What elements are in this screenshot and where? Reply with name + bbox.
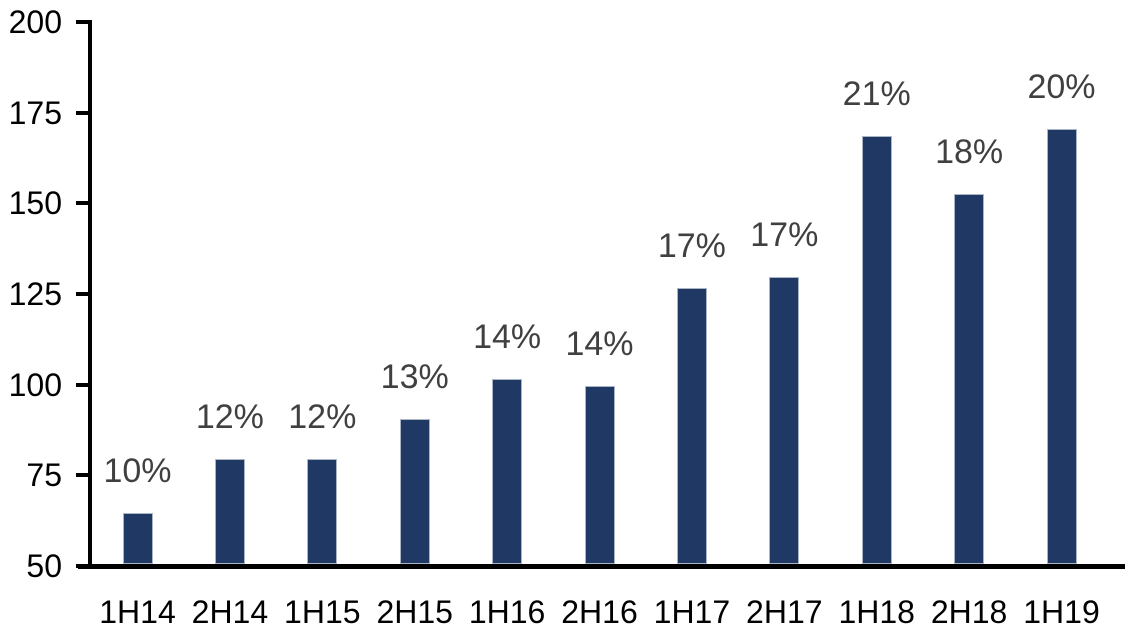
- y-axis-tick-label: 100: [8, 366, 62, 403]
- bar-2H17: [769, 277, 800, 564]
- bar-1H17: [676, 288, 707, 564]
- x-axis-tick-label: 1H14: [99, 594, 176, 630]
- x-axis-line: [78, 564, 1125, 569]
- bar-data-label: 21%: [842, 75, 911, 114]
- bar-1H19: [1046, 128, 1077, 564]
- x-axis-tick-label: 1H15: [284, 594, 361, 630]
- bar-data-label: 13%: [380, 357, 449, 396]
- bar-data-label: 14%: [565, 325, 634, 364]
- x-axis-tick-label: 2H18: [930, 594, 1008, 630]
- bar-data-label: 18%: [935, 133, 1004, 172]
- bar-1H18: [861, 136, 892, 564]
- bar-2H18: [954, 194, 985, 564]
- bar-1H16: [492, 379, 523, 564]
- x-axis-tick-label: 1H19: [1023, 594, 1100, 630]
- bar-data-label: 17%: [657, 227, 726, 266]
- bar-data-label: 12%: [195, 397, 264, 436]
- bar-data-label: 20%: [1027, 67, 1096, 106]
- y-axis-tick-label: 175: [8, 94, 62, 131]
- x-axis-tick-label: 2H14: [191, 594, 269, 630]
- bar-1H15: [307, 458, 338, 564]
- y-axis-tick-mark: [76, 110, 89, 115]
- y-axis-tick-mark: [76, 473, 89, 478]
- y-axis-tick-mark: [76, 201, 89, 206]
- x-axis-tick-label: 2H16: [561, 594, 638, 630]
- bar-data-label: 14%: [473, 318, 542, 357]
- x-axis-tick-label: 2H17: [746, 594, 823, 630]
- y-axis-tick-label: 50: [26, 548, 62, 584]
- x-axis-tick-label: 2H15: [376, 594, 453, 630]
- x-axis-tick-label: 1H16: [468, 594, 546, 630]
- bar-data-label: 12%: [288, 397, 357, 436]
- bar-2H16: [584, 386, 615, 564]
- bar-2H15: [399, 418, 430, 564]
- bar-1H14: [122, 513, 153, 564]
- y-axis-tick-mark: [76, 292, 89, 296]
- y-axis-line: [88, 20, 92, 568]
- y-axis-tick-label: 75: [26, 457, 62, 494]
- y-axis-tick-mark: [76, 382, 89, 387]
- bar-2H14: [214, 458, 245, 564]
- y-axis-tick-mark: [76, 20, 89, 24]
- y-axis-tick-label: 150: [8, 185, 62, 222]
- y-axis-tick-label: 125: [8, 276, 62, 312]
- x-axis-tick-label: 1H18: [838, 594, 915, 630]
- x-axis-tick-label: 1H17: [653, 594, 731, 630]
- y-axis-tick-label: 200: [8, 4, 62, 40]
- bar-data-label: 10%: [103, 452, 172, 491]
- bar-data-label: 17%: [750, 216, 819, 255]
